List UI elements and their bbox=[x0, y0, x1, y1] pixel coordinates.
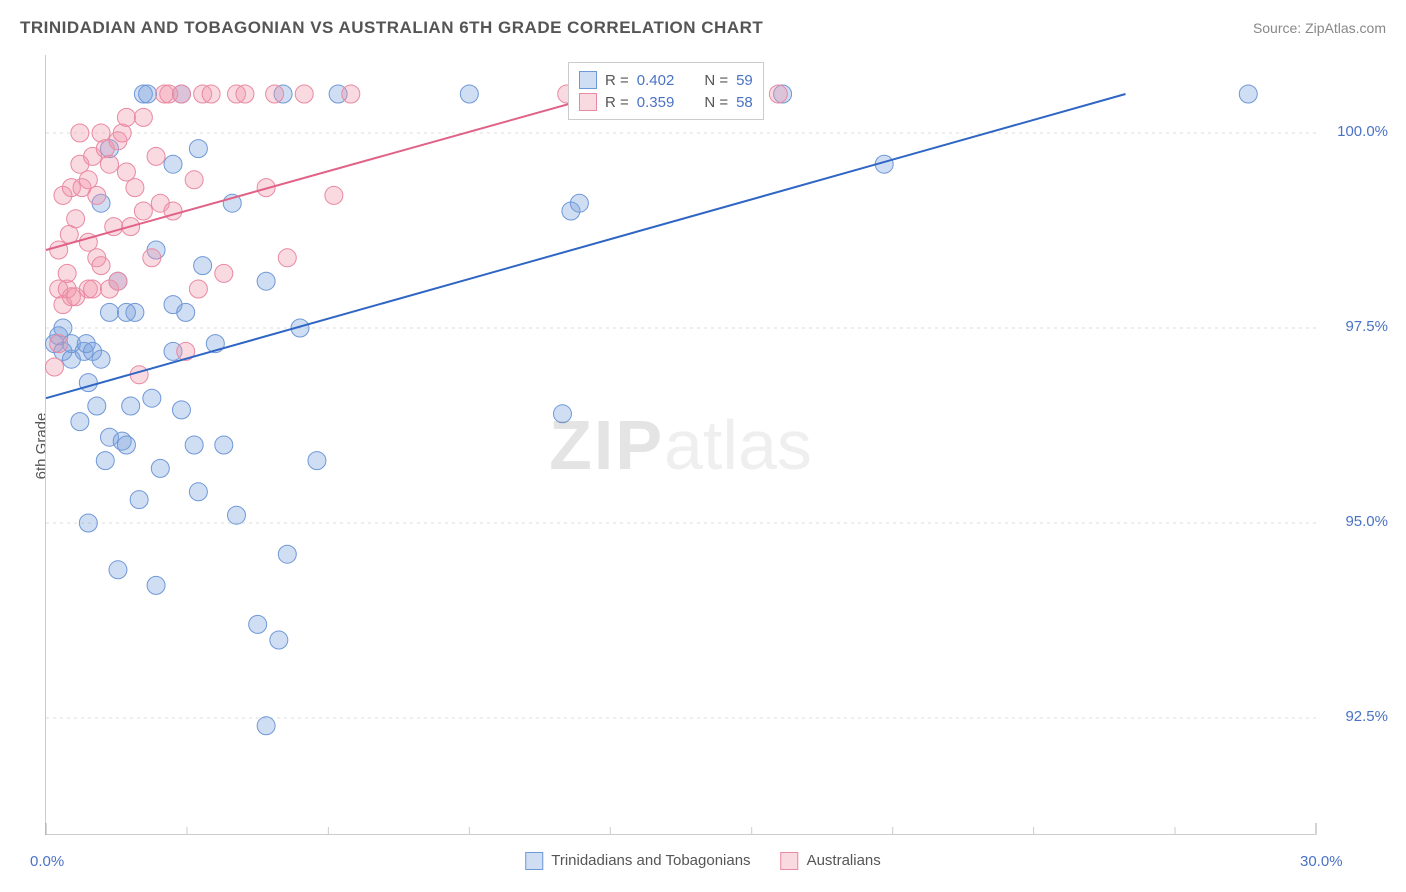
scatter-point bbox=[257, 272, 275, 290]
plot-area: ZIPatlas bbox=[45, 55, 1315, 835]
scatter-point bbox=[143, 249, 161, 267]
scatter-point bbox=[147, 576, 165, 594]
y-tick-label: 95.0% bbox=[1345, 513, 1388, 530]
chart-title: TRINIDADIAN AND TOBAGONIAN VS AUSTRALIAN… bbox=[20, 18, 763, 38]
scatter-point bbox=[126, 303, 144, 321]
series-legend: Trinidadians and Tobagonians Australians bbox=[525, 852, 881, 870]
scatter-point bbox=[147, 147, 165, 165]
scatter-point bbox=[130, 491, 148, 509]
n-value: 59 bbox=[736, 72, 753, 89]
scatter-point bbox=[101, 303, 119, 321]
legend-item: Australians bbox=[781, 852, 881, 870]
legend-swatch bbox=[579, 71, 597, 89]
scatter-point bbox=[101, 155, 119, 173]
scatter-point bbox=[117, 163, 135, 181]
scatter-point bbox=[109, 272, 127, 290]
scatter-point bbox=[189, 280, 207, 298]
y-tick-label: 92.5% bbox=[1345, 708, 1388, 725]
scatter-point bbox=[295, 85, 313, 103]
scatter-point bbox=[54, 319, 72, 337]
scatter-point bbox=[122, 397, 140, 415]
r-label: R = bbox=[605, 72, 629, 89]
legend-row: R = 0.359 N = 58 bbox=[579, 91, 753, 113]
scatter-point bbox=[67, 210, 85, 228]
scatter-point bbox=[553, 405, 571, 423]
legend-row: R = 0.402 N = 59 bbox=[579, 69, 753, 91]
scatter-point bbox=[130, 366, 148, 384]
scatter-point bbox=[278, 249, 296, 267]
x-tick-label: 0.0% bbox=[30, 853, 64, 870]
plot-svg bbox=[46, 55, 1316, 835]
scatter-point bbox=[228, 506, 246, 524]
y-tick-label: 97.5% bbox=[1345, 318, 1388, 335]
scatter-point bbox=[92, 350, 110, 368]
scatter-point bbox=[134, 202, 152, 220]
x-tick-label: 30.0% bbox=[1300, 853, 1343, 870]
scatter-point bbox=[189, 483, 207, 501]
scatter-point bbox=[88, 397, 106, 415]
scatter-point bbox=[460, 85, 478, 103]
scatter-point bbox=[189, 140, 207, 158]
scatter-point bbox=[308, 452, 326, 470]
scatter-point bbox=[185, 436, 203, 454]
r-label: R = bbox=[605, 94, 629, 111]
scatter-point bbox=[172, 85, 190, 103]
scatter-point bbox=[257, 717, 275, 735]
scatter-point bbox=[266, 85, 284, 103]
scatter-point bbox=[109, 561, 127, 579]
scatter-point bbox=[151, 459, 169, 477]
scatter-point bbox=[769, 85, 787, 103]
correlation-legend: R = 0.402 N = 59 R = 0.359 N = 58 bbox=[568, 62, 764, 120]
n-value: 58 bbox=[736, 94, 753, 111]
scatter-point bbox=[92, 257, 110, 275]
scatter-point bbox=[79, 514, 97, 532]
trend-line bbox=[46, 94, 1126, 398]
scatter-point bbox=[215, 436, 233, 454]
scatter-point bbox=[215, 264, 233, 282]
scatter-point bbox=[177, 303, 195, 321]
r-value: 0.402 bbox=[637, 72, 675, 89]
scatter-point bbox=[50, 335, 68, 353]
scatter-point bbox=[71, 124, 89, 142]
legend-swatch bbox=[781, 852, 799, 870]
scatter-point bbox=[79, 171, 97, 189]
scatter-point bbox=[194, 257, 212, 275]
legend-item: Trinidadians and Tobagonians bbox=[525, 852, 750, 870]
n-label: N = bbox=[704, 94, 728, 111]
scatter-point bbox=[164, 155, 182, 173]
scatter-point bbox=[570, 194, 588, 212]
scatter-point bbox=[45, 358, 63, 376]
scatter-point bbox=[342, 85, 360, 103]
scatter-point bbox=[202, 85, 220, 103]
scatter-point bbox=[325, 186, 343, 204]
scatter-point bbox=[270, 631, 288, 649]
scatter-point bbox=[236, 85, 254, 103]
scatter-point bbox=[58, 264, 76, 282]
scatter-point bbox=[117, 436, 135, 454]
scatter-point bbox=[278, 545, 296, 563]
scatter-point bbox=[172, 401, 190, 419]
scatter-point bbox=[185, 171, 203, 189]
scatter-point bbox=[92, 124, 110, 142]
scatter-point bbox=[1239, 85, 1257, 103]
scatter-point bbox=[71, 413, 89, 431]
scatter-point bbox=[88, 186, 106, 204]
r-value: 0.359 bbox=[637, 94, 675, 111]
scatter-point bbox=[84, 280, 102, 298]
legend-swatch bbox=[579, 93, 597, 111]
source-label: Source: ZipAtlas.com bbox=[1253, 20, 1386, 36]
scatter-point bbox=[96, 452, 114, 470]
scatter-point bbox=[139, 85, 157, 103]
scatter-point bbox=[143, 389, 161, 407]
scatter-point bbox=[117, 108, 135, 126]
n-label: N = bbox=[704, 72, 728, 89]
legend-swatch bbox=[525, 852, 543, 870]
legend-label: Trinidadians and Tobagonians bbox=[551, 852, 750, 869]
scatter-point bbox=[126, 179, 144, 197]
scatter-point bbox=[249, 615, 267, 633]
scatter-point bbox=[134, 108, 152, 126]
legend-label: Australians bbox=[807, 852, 881, 869]
y-tick-label: 100.0% bbox=[1337, 123, 1388, 140]
scatter-point bbox=[113, 124, 131, 142]
